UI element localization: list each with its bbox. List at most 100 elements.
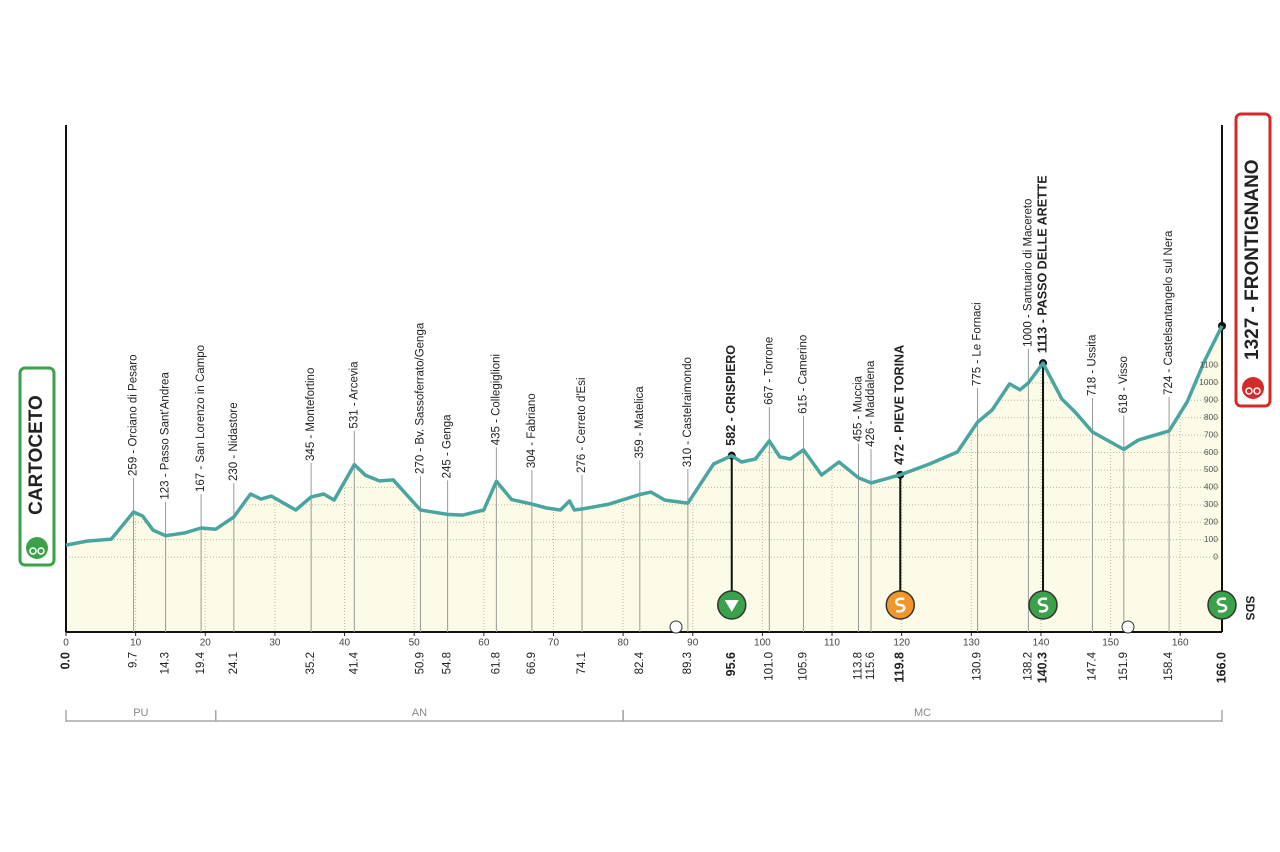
y-tick-label: 300 [1204,499,1218,509]
waypoint-label: 359 - Matelica [634,386,646,459]
waypoint-km: 89.3 [682,652,694,674]
waypoint-km: 95.6 [724,652,738,676]
x-tick-label: 110 [824,638,840,649]
waypoint-label: 276 - Cerreto d'Esi [576,377,588,473]
x-tick-label: 90 [687,638,699,649]
bike-icon [29,547,37,555]
waypoint-label: 618 - Visso [1118,356,1130,413]
region-label: AN [412,707,427,719]
waypoint-km: 130.9 [972,652,984,681]
y-tick-label: 900 [1204,395,1218,405]
waypoint-km: 105.9 [798,652,810,681]
waypoint-label: 259 - Orciano di Pesaro [128,355,140,476]
waypoint-label: 435 - Collegiglioni [490,354,502,445]
waypoint-label: 345 - Montefortino [305,368,317,461]
y-tick-label: 400 [1204,482,1218,492]
x-tick-label: 80 [618,638,630,649]
region-label: PU [133,707,148,719]
waypoint-km: 54.8 [442,652,454,674]
finish-km: 166.0 [1214,652,1228,683]
waypoint-label: 455 - Muccia [853,375,865,441]
x-tick-label: 10 [130,638,142,649]
waypoint-km: 41.4 [348,651,360,674]
waypoint-km: 19.4 [195,651,207,674]
y-tick-label: 800 [1204,412,1218,422]
waypoint-label: 582 - CRISPIERO [724,345,738,446]
waypoint-label: 123 - Passo Sant'Andrea [160,372,172,500]
y-tick-label: 0 [1213,551,1218,561]
x-tick-label: 130 [963,638,980,649]
y-tick-label: 200 [1204,516,1218,526]
x-tick-label: 70 [548,638,560,649]
waypoint-km: 9.7 [128,652,140,668]
region-label: MC [914,707,931,719]
waypoint-label: 615 - Camerino [798,335,810,414]
feed-icon [669,620,683,634]
x-tick-label: 0 [63,638,69,649]
x-tick-label: 140 [1033,638,1050,649]
x-tick-label: 160 [1172,638,1189,649]
waypoint-km: 138.2 [1022,652,1034,681]
waypoint-label: 230 - Nidastore [228,402,240,481]
waypoint-label: 304 - Fabriano [526,393,538,468]
waypoint-km: 35.2 [305,652,317,674]
waypoint-label: 167 - San Lorenzo in Campo [195,345,207,492]
y-tick-label: 500 [1204,464,1218,474]
marker-s [1216,597,1228,613]
marker-arrow [724,600,739,612]
bike-icon [37,547,45,555]
x-tick-label: 120 [893,638,910,649]
waypoint-km: 115.6 [865,652,877,680]
waypoint-label: 426 - Maddalena [865,360,877,447]
waypoint-label: 775 - Le Fornaci [972,302,984,386]
bike-icon [1253,387,1261,395]
waypoint-label: 724 - Castelsantangelo sul Nera [1163,230,1175,395]
waypoint-km: 61.8 [490,652,502,674]
waypoint-km: 151.9 [1118,652,1130,681]
waypoint-label: 270 - Bv. Sassoferrato/Genga [414,322,426,474]
marker-s [895,597,906,613]
y-tick-label: 1000 [1199,377,1218,387]
x-tick-label: 100 [754,638,771,649]
profile-line [65,325,1224,547]
waypoint-km: 119.8 [893,652,907,683]
waypoint-km: 147.4 [1087,651,1099,680]
finish-icon [1242,377,1264,399]
brand: SDS [1243,596,1257,621]
waypoint-km: 158.4 [1163,651,1175,680]
bike-icon [1245,387,1253,395]
area-fill [66,325,1222,632]
x-tick-label: 150 [1102,638,1119,649]
start-label: CARTOCETO [26,395,47,515]
y-tick-label: 1100 [1200,360,1219,370]
waypoint-km: 82.4 [634,651,646,674]
start-icon [26,537,48,559]
waypoint-km: 74.1 [576,652,588,674]
waypoint-km: 50.9 [414,652,426,674]
waypoint-label: 310 - Castelraimondo [682,357,694,467]
start-box [18,366,56,567]
waypoint-label: 1113 - PASSO DELLE ARETTE [1035,175,1049,353]
waypoint-label: 718 - Ussita [1087,334,1099,396]
y-tick-label: 700 [1204,429,1218,439]
finish-label: 1327 - FRONTIGNANO [1242,159,1263,360]
start-km: 0.0 [58,652,72,669]
waypoint-label: 1000 - Santuario di Macereto [1022,199,1034,347]
waypoint-label: 245 - Genga [442,414,454,479]
x-tick-label: 20 [200,638,212,649]
x-tick-label: 30 [269,638,281,649]
waypoint-label: 472 - PIEVE TORINA [893,345,907,465]
finish-box [1234,112,1272,408]
waypoint-km: 140.3 [1035,652,1049,683]
tunnel-icon [1121,620,1135,634]
x-tick-label: 60 [478,638,490,649]
x-tick-label: 40 [339,638,351,649]
waypoint-label: 667 - Torrone [763,337,775,405]
y-tick-label: 100 [1204,534,1218,544]
x-tick-label: 50 [409,638,421,649]
waypoint-km: 113.8 [853,652,865,680]
waypoint-label: 531 - Arcevia [348,361,360,429]
profile: 0 10 20 30 40 50 60 70 80 90 100 110 120 130 140 150 160… [58,125,1237,722]
marker-s [1037,597,1049,613]
